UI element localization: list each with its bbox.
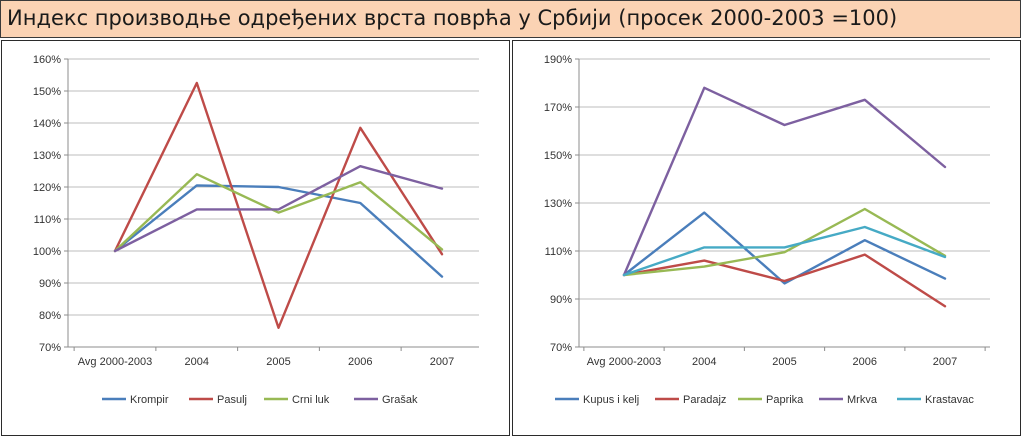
x-tick-label: 2005 [266,356,290,368]
x-tick-label: 2007 [933,356,957,368]
legend-label: Paradajz [683,394,726,406]
y-axis: 70% 90% 110% 130% 150% 170% 190% [544,54,580,354]
legend-item: Mrkva [819,394,878,406]
page-title: Индекс производње одређених врста поврћа… [7,6,898,30]
chart-right: 70% 90% 110% 130% 150% 170% 190% Avg 2000-2003 2… [544,54,990,406]
series-grašak [113,164,444,253]
legend-item: Paradajz [655,394,726,406]
x-tick-label: 2004 [692,356,716,368]
y-tick-label: 90% [39,278,61,290]
legend-label: Paprika [766,394,804,406]
title-bar: Индекс производње одређених врста поврћа… [0,0,1021,38]
legend-label: Crni luk [292,394,330,406]
y-tick-label: 120% [33,182,61,194]
y-tick-label: 110% [545,246,573,258]
legend-label: Krompir [130,394,169,406]
legend-item: Krompir [102,394,169,406]
series-paprika [622,207,947,277]
series-line [113,184,444,278]
series-paradajz [622,253,947,308]
y-tick-label: 130% [544,198,572,210]
y-tick-label: 140% [33,118,61,130]
legend-label: Kupus i kelj [583,394,639,406]
legend-label: Mrkva [847,394,878,406]
y-tick-label: 100% [33,246,61,258]
legend-item: Grašak [354,394,418,406]
y-tick-label: 190% [544,54,572,66]
y-tick-label: 160% [33,54,61,66]
x-tick-label: Avg 2000-2003 [587,356,661,368]
legend-label: Grašak [382,394,418,406]
y-axis: 70% 80% 90% 100% 110% 120% 130% 140% 150% 160% [33,54,69,354]
y-tick-label: 70% [550,342,572,354]
y-tick-label: 150% [33,86,61,98]
y-tick-label: 110% [34,214,62,226]
legend-label: Pasulj [217,394,247,406]
legend: Kupus i kelj Paradajz Paprika Mrkva Krastava… [555,394,974,406]
chart-panel-right: 70% 90% 110% 130% 150% 170% 190% Avg 2000-2003 2… [512,40,1021,436]
x-axis: Avg 2000-2003 2004 2005 2006 2007 [68,346,479,368]
chart-panel-left: 70% 80% 90% 100% 110% 120% 130% 140% 150% 160% Avg… [1,40,510,436]
legend-label: Krastavac [925,394,974,406]
x-tick-label: 2006 [348,356,372,368]
x-tick-label: 2006 [853,356,877,368]
x-tick-label: Avg 2000-2003 [78,356,152,368]
series-crni-luk [113,172,444,253]
series-line [622,253,947,308]
legend-item: Paprika [738,394,804,406]
y-tick-label: 130% [33,150,61,162]
x-tick-label: 2005 [772,356,796,368]
legend-item: Crni luk [264,394,330,406]
legend: Krompir Pasulj Crni luk Grašak [102,394,418,406]
x-tick-label: 2004 [185,356,209,368]
y-tick-label: 150% [544,150,572,162]
series-krompir [113,184,444,278]
legend-item: Kupus i kelj [555,394,639,406]
gridlines [579,58,990,348]
legend-item: Pasulj [189,394,247,406]
x-axis: Avg 2000-2003 2004 2005 2006 2007 [579,346,990,368]
series-krastavac [622,225,947,277]
y-tick-label: 170% [544,102,572,114]
x-tick-label: 2007 [430,356,454,368]
y-tick-label: 90% [550,294,572,306]
chart-left: 70% 80% 90% 100% 110% 120% 130% 140% 150% 160% Avg… [33,54,479,406]
y-tick-label: 80% [39,310,61,322]
y-tick-label: 70% [39,342,61,354]
gridlines [68,58,479,348]
series-line [622,207,947,277]
legend-item: Krastavac [897,394,974,406]
